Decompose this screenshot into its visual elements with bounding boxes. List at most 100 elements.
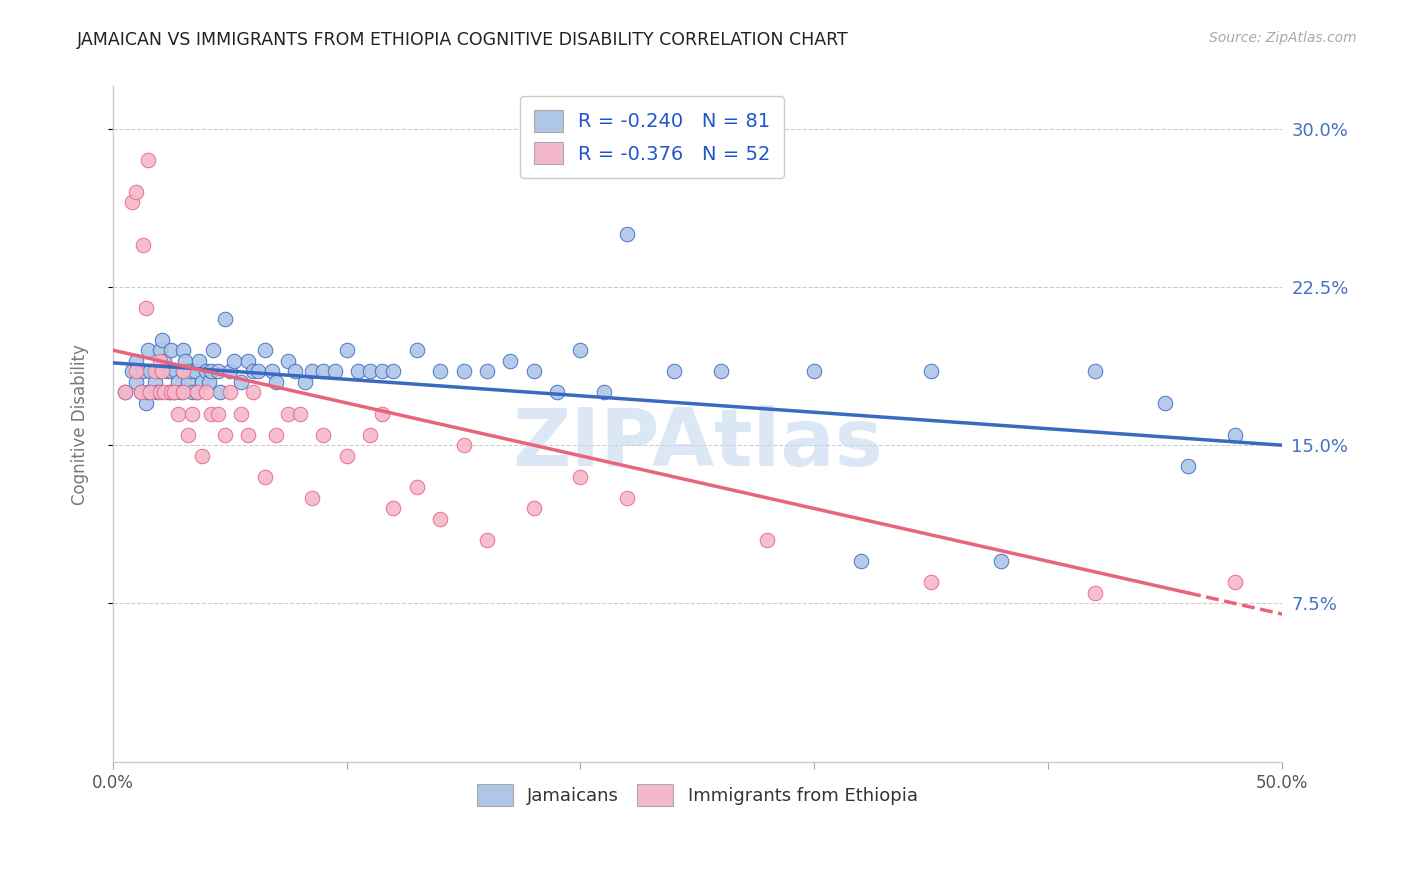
- Point: [242, 364, 264, 378]
- Point: [284, 364, 307, 378]
- Point: [214, 427, 236, 442]
- Point: [136, 343, 159, 358]
- Point: [253, 343, 276, 358]
- Point: [277, 407, 299, 421]
- Point: [143, 364, 166, 378]
- Point: [200, 407, 222, 421]
- Point: [569, 343, 592, 358]
- Point: [277, 353, 299, 368]
- Point: [143, 375, 166, 389]
- Point: [710, 364, 733, 378]
- Point: [160, 364, 183, 378]
- Point: [139, 385, 162, 400]
- Point: [146, 385, 169, 400]
- Point: [1223, 427, 1246, 442]
- Point: [125, 364, 148, 378]
- Point: [312, 364, 335, 378]
- Point: [238, 427, 260, 442]
- Point: [453, 364, 475, 378]
- Point: [209, 385, 232, 400]
- Point: [176, 375, 198, 389]
- Point: [662, 364, 685, 378]
- Point: [920, 364, 942, 378]
- Point: [156, 364, 179, 378]
- Point: [218, 385, 240, 400]
- Point: [382, 364, 405, 378]
- Point: [301, 364, 323, 378]
- Point: [172, 364, 194, 378]
- Point: [195, 385, 218, 400]
- Point: [136, 153, 159, 168]
- Point: [475, 364, 498, 378]
- Point: [181, 385, 204, 400]
- Point: [301, 491, 323, 505]
- Point: [135, 301, 157, 315]
- Point: [453, 438, 475, 452]
- Point: [169, 385, 191, 400]
- Point: [218, 364, 240, 378]
- Point: [176, 427, 198, 442]
- Point: [149, 385, 172, 400]
- Point: [347, 364, 370, 378]
- Point: [132, 237, 155, 252]
- Point: [990, 554, 1012, 568]
- Text: ZIPAtlas: ZIPAtlas: [512, 405, 883, 483]
- Point: [616, 491, 638, 505]
- Point: [231, 375, 253, 389]
- Point: [179, 364, 201, 378]
- Point: [323, 364, 346, 378]
- Point: [756, 533, 779, 548]
- Point: [153, 353, 176, 368]
- Point: [125, 375, 148, 389]
- Point: [546, 385, 568, 400]
- Point: [125, 353, 148, 368]
- Point: [592, 385, 614, 400]
- Point: [359, 427, 381, 442]
- Legend: Jamaicans, Immigrants from Ethiopia: Jamaicans, Immigrants from Ethiopia: [470, 777, 925, 814]
- Point: [253, 470, 276, 484]
- Point: [153, 385, 176, 400]
- Point: [149, 353, 172, 368]
- Point: [190, 449, 212, 463]
- Point: [238, 353, 260, 368]
- Point: [160, 343, 183, 358]
- Point: [266, 375, 288, 389]
- Point: [195, 364, 218, 378]
- Point: [1177, 459, 1199, 474]
- Point: [135, 396, 157, 410]
- Point: [186, 385, 208, 400]
- Point: [1153, 396, 1175, 410]
- Point: [359, 364, 381, 378]
- Point: [197, 375, 219, 389]
- Point: [150, 364, 173, 378]
- Point: [202, 343, 225, 358]
- Point: [260, 364, 283, 378]
- Point: [1223, 575, 1246, 590]
- Point: [139, 364, 162, 378]
- Point: [231, 407, 253, 421]
- Point: [429, 512, 451, 526]
- Point: [1084, 364, 1107, 378]
- Point: [174, 353, 197, 368]
- Point: [150, 333, 173, 347]
- Point: [207, 364, 229, 378]
- Point: [370, 364, 392, 378]
- Point: [183, 364, 205, 378]
- Point: [149, 343, 172, 358]
- Point: [132, 364, 155, 378]
- Point: [172, 385, 194, 400]
- Point: [569, 470, 592, 484]
- Point: [167, 407, 190, 421]
- Text: Source: ZipAtlas.com: Source: ZipAtlas.com: [1209, 31, 1357, 45]
- Point: [188, 353, 211, 368]
- Point: [190, 375, 212, 389]
- Point: [121, 364, 143, 378]
- Point: [288, 407, 311, 421]
- Point: [114, 385, 136, 400]
- Point: [294, 375, 316, 389]
- Point: [312, 427, 335, 442]
- Point: [129, 385, 152, 400]
- Point: [803, 364, 825, 378]
- Point: [336, 343, 359, 358]
- Point: [523, 501, 546, 516]
